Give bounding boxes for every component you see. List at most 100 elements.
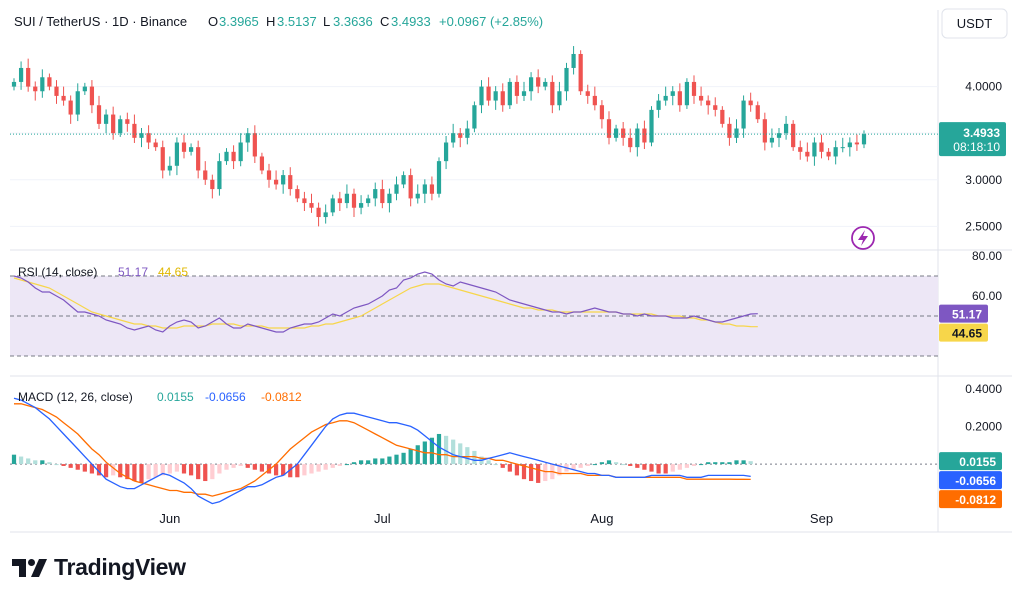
open-value: 3.3965 [219,14,259,29]
candle-body [479,86,484,106]
macd-histogram-bar [75,464,80,470]
candle-body [373,189,378,199]
macd-histogram-bar [741,460,746,465]
rsi-pane[interactable] [10,271,938,357]
macd-histogram-bar [231,464,236,468]
macd-pane[interactable] [10,397,938,505]
candle-body [281,175,286,185]
candle-body [436,161,442,194]
grid-lines [10,10,1012,533]
low-value: 3.3636 [333,14,373,29]
macd-histogram-bar [266,464,272,474]
candle-body [68,100,73,115]
candle-body [528,77,534,92]
close-label: C [380,14,389,29]
macd-value-badge-label: 0.0155 [959,455,996,469]
candle-body [366,198,371,204]
macd-histogram-bar [415,445,420,465]
currency-button-label: USDT [957,16,992,31]
price-tick-label: 4.0000 [965,80,1002,94]
candle-body [812,142,817,157]
candle-body [217,161,222,190]
macd-histogram-bar [684,464,690,468]
macd-histogram-bar [337,464,342,466]
macd-histogram-bar [621,464,626,466]
candle-body [621,128,626,138]
macd-signal-legend: -0.0812 [261,390,302,404]
macd-line [13,397,751,505]
candle-body [748,100,753,106]
macd-histogram-bar [514,464,520,476]
candle-body [266,170,272,180]
candle-body [550,81,555,106]
macd-histogram-bar [54,464,59,466]
candle-body [734,128,739,138]
candle-body [75,91,80,115]
macd-histogram-bar [61,464,66,466]
tradingview-logo[interactable]: TradingView [12,554,186,581]
candle-body [840,147,845,149]
candle-body [670,91,675,96]
candle-body [153,142,158,148]
candle-body [861,134,867,145]
macd-histogram-bar [691,464,697,466]
candle-body [103,114,109,124]
candle-body [18,67,24,82]
x-tick-label: Sep [810,511,833,526]
candle-body [139,133,144,138]
macd-line-legend: -0.0656 [205,390,246,404]
candle-body [231,151,236,162]
candle-body [26,67,31,87]
candle-body [196,147,201,171]
price-pane[interactable] [10,46,938,227]
macd-histogram-bar [401,452,406,465]
last-price-badge [939,122,1006,157]
macd-histogram-bar [578,464,583,468]
candle-body [245,133,250,143]
candle-body [40,77,45,92]
rsi-ma-badge [939,323,988,342]
macd-histogram-bar [366,460,371,465]
candle-body [351,193,357,208]
rsi-ma-line [13,277,758,329]
macd-histogram-bar [132,464,137,482]
candle-body [188,147,194,152]
candle-body [429,184,435,194]
macd-histogram-bar [358,460,364,465]
macd-histogram-bar [656,464,661,474]
candle-body [649,109,654,143]
macd-histogram-bar [500,464,505,468]
candle-body [571,53,576,68]
macd-histogram-bar [323,464,328,470]
macd-histogram-bar [635,464,640,468]
candle-body [415,193,420,199]
macd-histogram-bar [96,464,102,476]
candle-body [769,137,775,143]
macd-histogram-bar [649,464,654,472]
candle-body [259,156,265,171]
currency-button[interactable] [941,8,1008,39]
macd-histogram-bar [429,437,435,465]
candle-body [613,128,619,138]
candle-body [118,119,123,134]
candle-body [96,105,102,124]
macd-histogram-bar [33,460,38,465]
candle-body [500,91,505,106]
macd-histogram-bar [288,464,293,478]
macd-histogram-bar [557,464,562,476]
change-value: +0.0967 (+2.85%) [439,14,543,29]
candle-body [422,184,427,194]
candle-body [656,100,661,110]
candle-body [472,105,477,129]
macd-histogram-bar [82,464,87,472]
macd-histogram-bar [118,464,123,478]
macd-value-badge [939,471,1002,490]
candle-body [11,81,17,87]
brand-name: TradingView [54,554,186,580]
lightning-icon[interactable] [851,226,875,250]
macd-histogram-bar [465,447,470,465]
macd-histogram-bar [203,464,208,482]
macd-histogram-bar [727,462,732,465]
candle-body [408,175,413,199]
